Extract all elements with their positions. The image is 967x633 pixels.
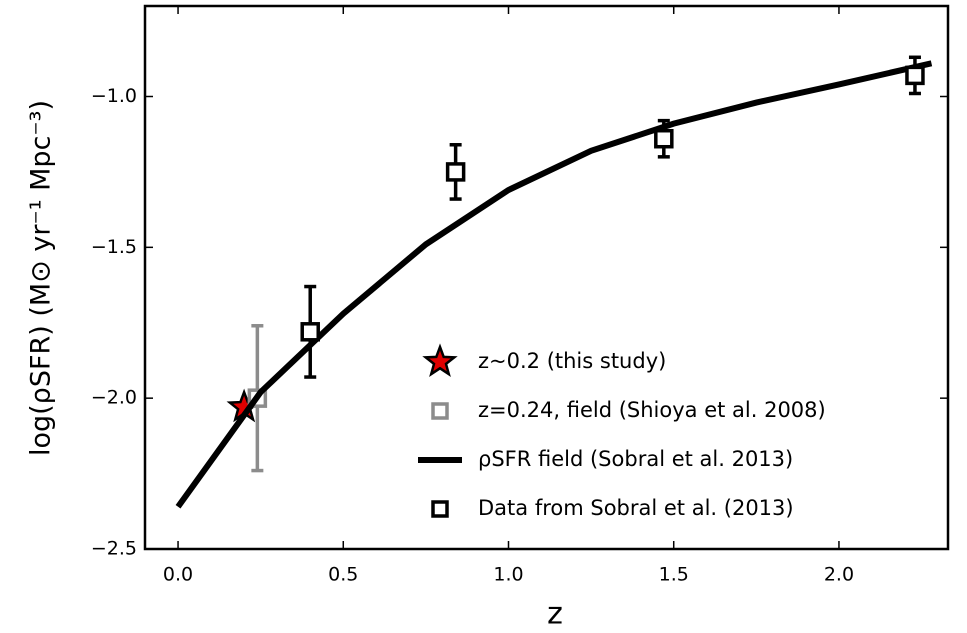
legend-label: Data from Sobral et al. (2013) bbox=[478, 496, 794, 520]
point bbox=[300, 322, 320, 342]
legend-marker bbox=[431, 402, 449, 420]
y-axis-label: log(ρSFR) (M⊙ yr⁻¹ Mpc⁻³) bbox=[26, 100, 57, 456]
x-axis-label: z bbox=[547, 597, 563, 632]
x-tick-label: 0.0 bbox=[163, 564, 193, 586]
x-tick-label: 0.5 bbox=[328, 564, 358, 586]
plot-frame bbox=[143, 4, 950, 551]
point bbox=[445, 162, 466, 182]
x-tick-label: 2.0 bbox=[824, 564, 854, 586]
fit-line bbox=[175, 60, 933, 509]
legend-marker bbox=[431, 500, 449, 518]
legend-label: z~0.2 (this study) bbox=[478, 349, 666, 373]
legend-label: z=0.24, field (Shioya et al. 2008) bbox=[478, 398, 826, 422]
y-tick-label: −1.0 bbox=[91, 85, 137, 107]
x-tick-label: 1.0 bbox=[493, 564, 523, 586]
point bbox=[905, 65, 925, 86]
x-tick-label: 1.5 bbox=[659, 564, 689, 586]
legend-marker bbox=[422, 343, 458, 377]
legend-label: ρSFR field (Sobral et al. 2013) bbox=[478, 447, 793, 471]
y-tick-label: −2.0 bbox=[91, 387, 137, 409]
point bbox=[654, 128, 674, 149]
y-tick-label: −2.5 bbox=[91, 538, 137, 560]
y-tick-label: −1.5 bbox=[91, 236, 137, 258]
